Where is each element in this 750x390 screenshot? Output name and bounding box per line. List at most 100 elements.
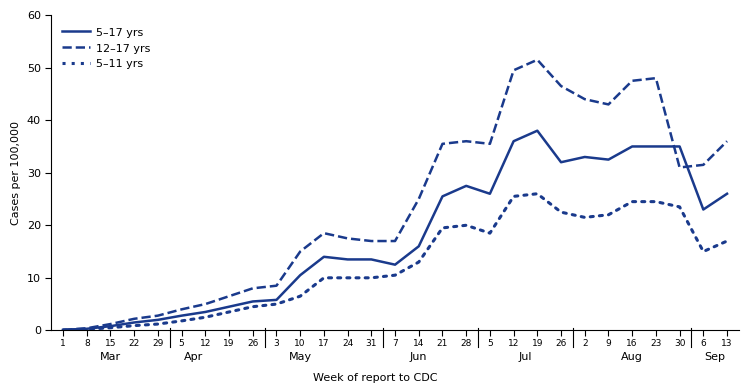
5–17 yrs <box>320 254 328 259</box>
12–17 yrs <box>391 239 400 243</box>
12–17 yrs <box>272 284 281 288</box>
5–17 yrs <box>699 207 708 212</box>
5–17 yrs <box>201 310 210 314</box>
5–11 yrs <box>272 302 281 307</box>
Y-axis label: Cases per 100,000: Cases per 100,000 <box>11 121 21 225</box>
12–17 yrs <box>248 286 257 291</box>
5–11 yrs <box>509 194 518 199</box>
5–11 yrs <box>58 328 68 332</box>
12–17 yrs <box>154 313 163 318</box>
5–11 yrs <box>130 323 139 328</box>
12–17 yrs <box>699 163 708 167</box>
12–17 yrs <box>320 231 328 236</box>
5–11 yrs <box>177 319 186 323</box>
5–11 yrs <box>652 199 661 204</box>
12–17 yrs <box>106 322 115 326</box>
5–17 yrs <box>296 273 304 278</box>
12–17 yrs <box>177 307 186 312</box>
5–11 yrs <box>106 325 115 330</box>
5–11 yrs <box>485 231 494 236</box>
5–11 yrs <box>532 191 542 196</box>
12–17 yrs <box>675 165 684 170</box>
12–17 yrs <box>82 326 92 331</box>
Text: Week of report to CDC: Week of report to CDC <box>313 373 437 383</box>
5–11 yrs <box>391 273 400 278</box>
5–17 yrs <box>343 257 352 262</box>
5–17 yrs <box>130 320 139 325</box>
Text: Aug: Aug <box>621 352 643 362</box>
5–11 yrs <box>462 223 471 228</box>
5–17 yrs <box>272 298 281 302</box>
Text: May: May <box>289 352 312 362</box>
12–17 yrs <box>462 139 471 144</box>
5–11 yrs <box>224 310 233 314</box>
12–17 yrs <box>532 57 542 62</box>
12–17 yrs <box>58 328 68 332</box>
5–11 yrs <box>556 210 566 215</box>
5–11 yrs <box>604 213 613 217</box>
5–17 yrs <box>604 157 613 162</box>
Line: 12–17 yrs: 12–17 yrs <box>63 60 727 330</box>
12–17 yrs <box>485 142 494 146</box>
5–11 yrs <box>248 304 257 309</box>
5–17 yrs <box>462 184 471 188</box>
5–11 yrs <box>296 294 304 298</box>
5–17 yrs <box>224 304 233 309</box>
Text: Mar: Mar <box>100 352 121 362</box>
12–17 yrs <box>343 236 352 241</box>
5–17 yrs <box>628 144 637 149</box>
12–17 yrs <box>130 316 139 321</box>
12–17 yrs <box>438 142 447 146</box>
5–17 yrs <box>248 299 257 304</box>
5–17 yrs <box>556 160 566 165</box>
12–17 yrs <box>556 84 566 89</box>
5–17 yrs <box>485 191 494 196</box>
5–11 yrs <box>414 260 423 264</box>
5–11 yrs <box>699 249 708 254</box>
12–17 yrs <box>414 197 423 201</box>
5–17 yrs <box>675 144 684 149</box>
5–17 yrs <box>106 324 115 328</box>
12–17 yrs <box>367 239 376 243</box>
5–17 yrs <box>58 328 68 332</box>
12–17 yrs <box>604 102 613 107</box>
5–11 yrs <box>201 315 210 319</box>
12–17 yrs <box>201 302 210 307</box>
Text: Apr: Apr <box>184 352 203 362</box>
5–11 yrs <box>154 322 163 326</box>
5–17 yrs <box>177 313 186 318</box>
5–17 yrs <box>652 144 661 149</box>
5–17 yrs <box>154 317 163 322</box>
Text: Jul: Jul <box>519 352 532 362</box>
Line: 5–17 yrs: 5–17 yrs <box>63 131 727 330</box>
5–11 yrs <box>438 225 447 230</box>
12–17 yrs <box>652 76 661 80</box>
5–17 yrs <box>367 257 376 262</box>
5–17 yrs <box>82 326 92 331</box>
5–17 yrs <box>509 139 518 144</box>
12–17 yrs <box>509 68 518 73</box>
Text: Sep: Sep <box>705 352 726 362</box>
Text: Jun: Jun <box>410 352 428 362</box>
12–17 yrs <box>224 294 233 298</box>
5–11 yrs <box>343 275 352 280</box>
12–17 yrs <box>722 139 731 144</box>
12–17 yrs <box>296 249 304 254</box>
5–11 yrs <box>675 204 684 209</box>
5–11 yrs <box>82 327 92 332</box>
5–17 yrs <box>391 262 400 267</box>
5–17 yrs <box>414 244 423 249</box>
Line: 5–11 yrs: 5–11 yrs <box>63 194 727 330</box>
5–17 yrs <box>438 194 447 199</box>
5–11 yrs <box>320 275 328 280</box>
12–17 yrs <box>580 97 590 101</box>
5–17 yrs <box>532 128 542 133</box>
5–17 yrs <box>722 191 731 196</box>
5–11 yrs <box>722 239 731 243</box>
5–11 yrs <box>367 275 376 280</box>
Legend: 5–17 yrs, 12–17 yrs, 5–11 yrs: 5–17 yrs, 12–17 yrs, 5–11 yrs <box>57 21 155 75</box>
12–17 yrs <box>628 78 637 83</box>
5–17 yrs <box>580 154 590 159</box>
5–11 yrs <box>580 215 590 220</box>
5–11 yrs <box>628 199 637 204</box>
